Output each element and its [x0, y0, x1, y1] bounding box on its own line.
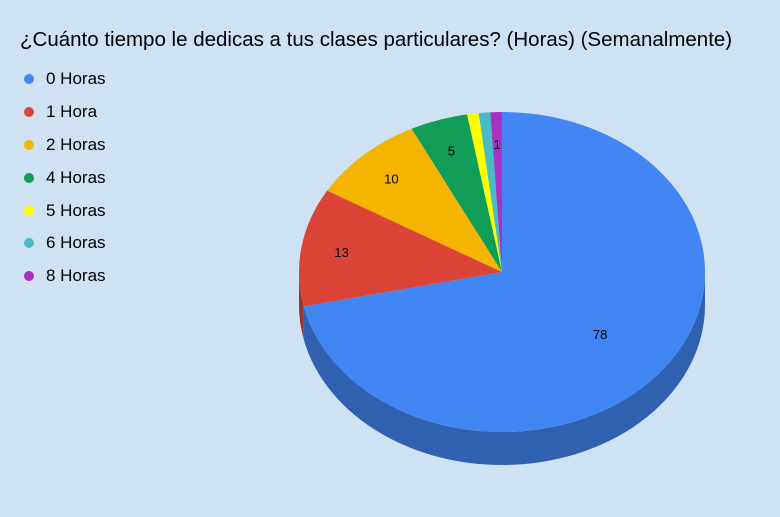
slice-label: 78 [593, 327, 607, 342]
legend-label: 2 Horas [46, 134, 106, 154]
pie-slice-side [303, 272, 705, 466]
pie-slice [490, 112, 502, 272]
chart-title: ¿Cuánto tiempo le dedicas a tus clases p… [20, 28, 733, 51]
pie-slice [299, 190, 502, 307]
legend-label: 8 Horas [46, 266, 106, 286]
legend-label: 1 Hora [46, 102, 98, 122]
legend-entry: 4 Horas [18, 161, 106, 194]
pie-slice-side [299, 272, 304, 340]
legend-entry: 6 Horas [18, 227, 106, 260]
legend-label: 0 Horas [46, 69, 106, 89]
legend-label: 4 Horas [46, 167, 106, 187]
pie-slice [327, 128, 502, 272]
legend-swatch [24, 205, 34, 216]
legend-entry: 1 Hora [18, 96, 106, 129]
slice-label: 13 [334, 245, 348, 260]
slice-label: 1 [494, 137, 501, 152]
legend-entry: 0 Horas [18, 63, 106, 96]
pie-slice [411, 114, 502, 272]
legend-swatch [24, 271, 34, 282]
legend-swatch [24, 107, 34, 118]
legend-swatch [24, 74, 34, 85]
legend-swatch [24, 139, 34, 150]
legend-swatch [24, 238, 34, 249]
legend-label: 5 Horas [46, 200, 106, 220]
pie-slice [303, 112, 705, 432]
pie-slice [467, 113, 502, 272]
chart-legend: 0 Horas 1 Hora 2 Horas 4 Horas 5 Horas 6… [18, 63, 106, 293]
legend-entry: 2 Horas [18, 129, 106, 162]
slice-label: 10 [384, 171, 398, 186]
slice-label: 5 [448, 143, 455, 158]
legend-entry: 8 Horas [18, 260, 106, 293]
pie-slice [478, 112, 502, 273]
legend-swatch [24, 172, 34, 183]
legend-entry: 5 Horas [18, 194, 106, 227]
legend-label: 6 Horas [46, 233, 106, 253]
